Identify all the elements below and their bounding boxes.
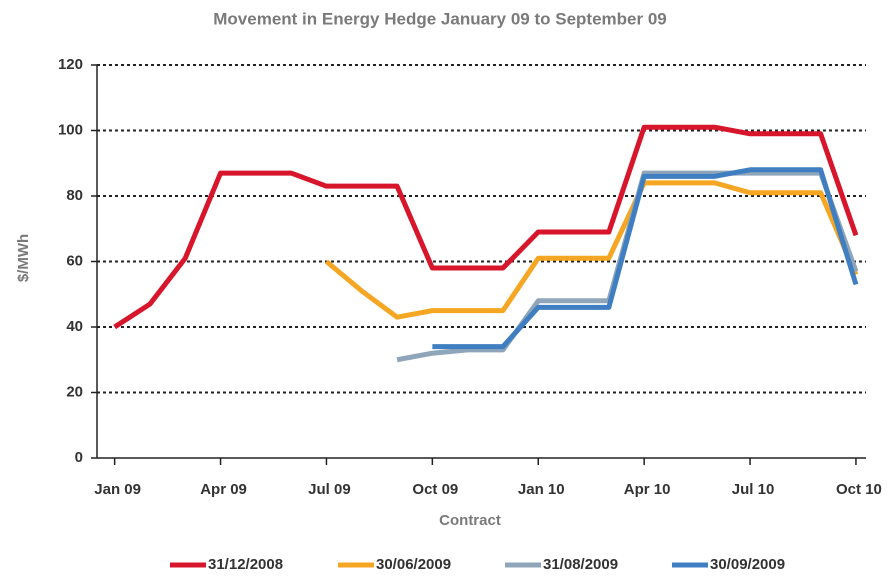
y-tick-label: 40 (66, 318, 83, 335)
series-line (432, 167, 859, 350)
x-tick-label: Jul 09 (308, 481, 351, 498)
x-tick-label: Apr 09 (200, 481, 247, 498)
y-tick-label: 0 (75, 449, 83, 466)
x-axis-title: Contract (439, 512, 501, 529)
x-tick-label: Apr 10 (624, 481, 671, 498)
series-line (324, 180, 859, 320)
legend-label: 30/06/2009 (376, 556, 451, 573)
y-tick-label: 120 (58, 56, 83, 73)
y-tick-label: 20 (66, 383, 83, 400)
y-tick-label: 80 (66, 187, 83, 204)
x-tick-label: Oct 10 (836, 481, 882, 498)
x-tick-label: Jul 10 (732, 481, 775, 498)
x-tick-label: Oct 09 (412, 481, 458, 498)
chart-title: Movement in Energy Hedge January 09 to S… (213, 9, 666, 28)
legend-label: 30/09/2009 (710, 556, 785, 573)
series-line (113, 124, 859, 330)
y-axis-title: $/MWh (15, 234, 32, 282)
y-tick-label: 100 (58, 121, 83, 138)
x-tick-label: Jan 10 (518, 481, 565, 498)
y-tick-label: 60 (66, 252, 83, 269)
x-tick-label: Jan 09 (94, 481, 141, 498)
legend-label: 31/12/2008 (208, 556, 283, 573)
legend-label: 31/08/2009 (543, 556, 618, 573)
